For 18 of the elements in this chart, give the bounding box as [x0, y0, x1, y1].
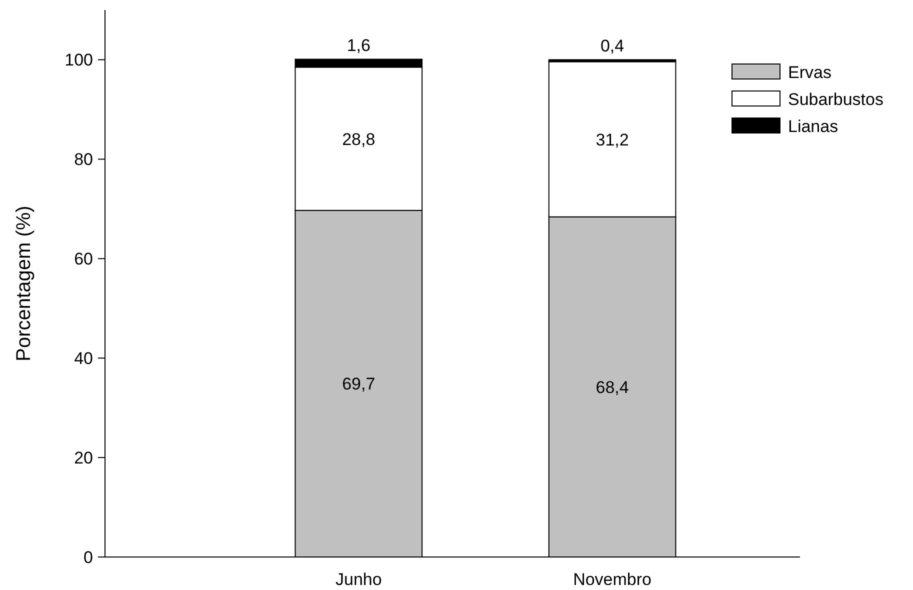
- y-tick-label: 60: [74, 250, 93, 269]
- y-axis-title: Porcentagem (%): [13, 206, 35, 362]
- y-tick-label: 20: [74, 448, 93, 468]
- legend-label: Lianas: [788, 117, 838, 136]
- legend-label: Subarbustos: [788, 90, 884, 109]
- data-label: 31,2: [596, 130, 629, 150]
- data-label: 1,6: [346, 36, 370, 56]
- data-label: 0,4: [600, 36, 624, 56]
- x-tick-label: Junho: [335, 570, 382, 589]
- x-tick-label: Novembro: [573, 570, 652, 589]
- data-label: 28,8: [342, 130, 376, 149]
- data-label: 69,7: [342, 374, 376, 394]
- y-tick-label: 80: [74, 150, 93, 170]
- y-tick-label: 100: [64, 50, 93, 70]
- data-label: 68,4: [596, 378, 629, 397]
- y-tick-label: 40: [74, 349, 93, 368]
- y-tick-label: 0: [84, 548, 93, 567]
- legend-label: Ervas: [788, 63, 832, 82]
